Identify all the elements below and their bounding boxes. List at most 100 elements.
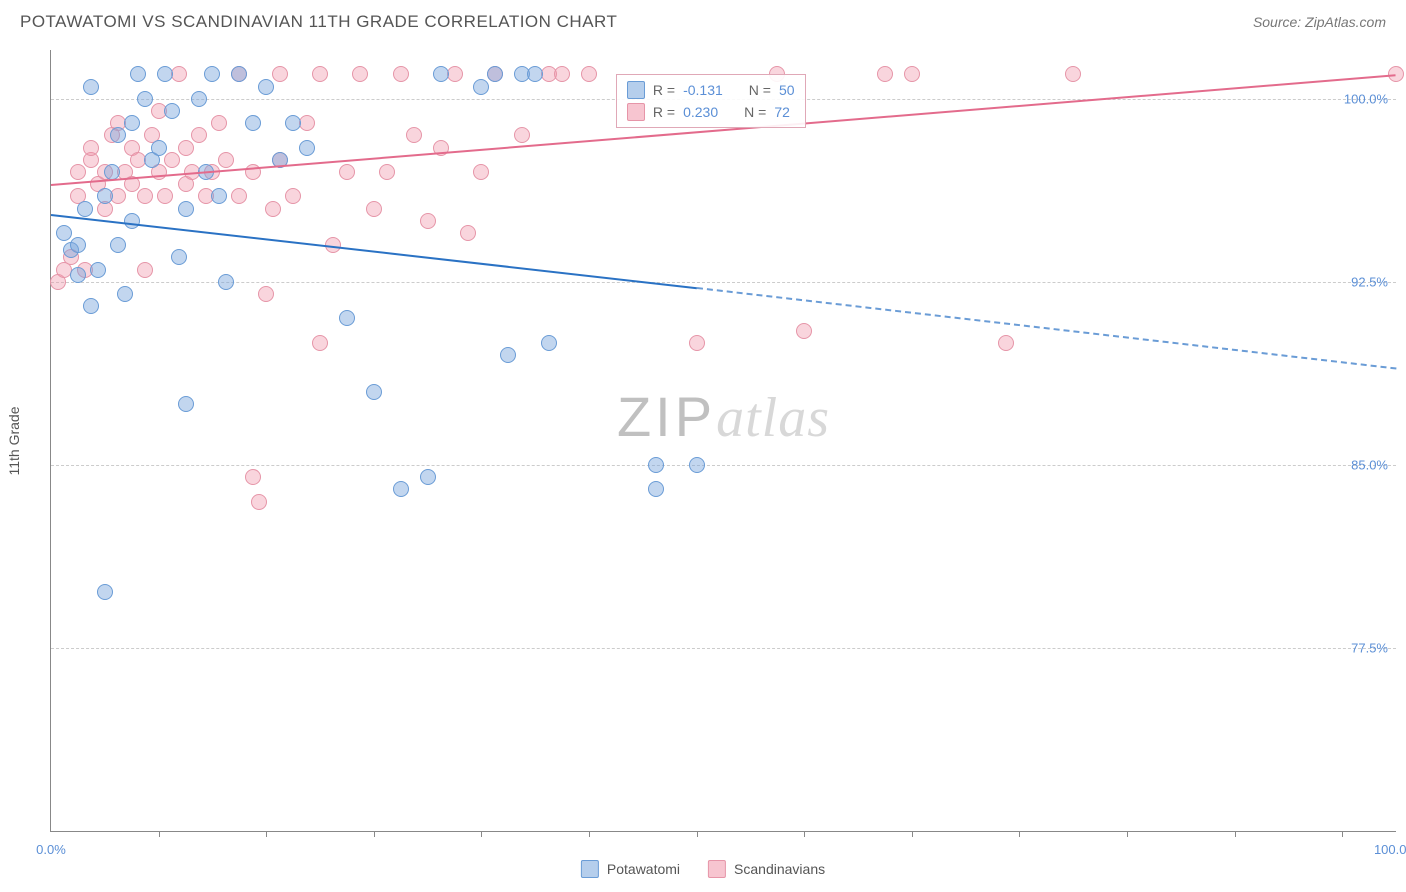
scatter-point (285, 188, 301, 204)
watermark: ZIPatlas (617, 384, 830, 450)
r-value: 0.230 (683, 104, 718, 120)
legend-swatch (708, 860, 726, 878)
y-axis-label: 11th Grade (6, 406, 22, 475)
scatter-point (877, 66, 893, 82)
scatter-point (178, 201, 194, 217)
legend-item: Scandinavians (708, 860, 825, 878)
scatter-point (527, 66, 543, 82)
scatter-point (110, 127, 126, 143)
scatter-point (352, 66, 368, 82)
scatter-point (258, 286, 274, 302)
scatter-point (648, 481, 664, 497)
legend-swatch (581, 860, 599, 878)
scatter-point (70, 164, 86, 180)
scatter-point (366, 384, 382, 400)
legend: Potawatomi Scandinavians (581, 860, 825, 878)
scatter-point (393, 66, 409, 82)
scatter-point (178, 140, 194, 156)
scatter-point (258, 79, 274, 95)
scatter-point (124, 213, 140, 229)
scatter-point (90, 262, 106, 278)
scatter-point (245, 115, 261, 131)
scatter-point (171, 249, 187, 265)
stats-row: R =0.230N =72 (627, 101, 795, 123)
scatter-point (541, 335, 557, 351)
chart-area: 11th Grade ZIPatlas 77.5%85.0%92.5%100.0… (50, 50, 1396, 832)
scatter-point (83, 140, 99, 156)
scatter-point (500, 347, 516, 363)
x-tick-label: 0.0% (36, 842, 66, 857)
scatter-point (130, 66, 146, 82)
scatter-point (97, 584, 113, 600)
scatter-point (460, 225, 476, 241)
r-label: R = (653, 104, 675, 120)
n-label: N = (749, 82, 771, 98)
scatter-point (110, 237, 126, 253)
scatter-point (211, 188, 227, 204)
scatter-point (554, 66, 570, 82)
scatter-point (420, 469, 436, 485)
scatter-point (77, 201, 93, 217)
legend-swatch (627, 81, 645, 99)
scatter-point (211, 115, 227, 131)
x-tick (697, 831, 698, 837)
x-tick (1019, 831, 1020, 837)
scatter-point (245, 469, 261, 485)
scatter-point (157, 188, 173, 204)
legend-swatch (627, 103, 645, 121)
scatter-point (231, 188, 247, 204)
scatter-point (312, 66, 328, 82)
x-tick (481, 831, 482, 837)
legend-item: Potawatomi (581, 860, 680, 878)
x-tick (1235, 831, 1236, 837)
scatter-point (689, 335, 705, 351)
scatter-point (285, 115, 301, 131)
scatter-point (487, 66, 503, 82)
scatter-point (164, 103, 180, 119)
trend-line (51, 214, 697, 289)
x-tick (1342, 831, 1343, 837)
scatter-point (83, 79, 99, 95)
scatter-point (178, 396, 194, 412)
legend-label: Potawatomi (607, 861, 680, 877)
n-label: N = (744, 104, 766, 120)
scatter-point (473, 79, 489, 95)
scatter-point (218, 152, 234, 168)
x-tick (159, 831, 160, 837)
x-tick-label: 100.0% (1374, 842, 1406, 857)
x-tick (804, 831, 805, 837)
x-tick (912, 831, 913, 837)
scatter-point (83, 298, 99, 314)
scatter-point (265, 201, 281, 217)
y-tick-label: 85.0% (1351, 457, 1388, 472)
scatter-point (648, 457, 664, 473)
scatter-point (689, 457, 705, 473)
scatter-point (406, 127, 422, 143)
scatter-point (514, 127, 530, 143)
plot-region: ZIPatlas 77.5%85.0%92.5%100.0%0.0%100.0%… (50, 50, 1396, 832)
source-attribution: Source: ZipAtlas.com (1253, 14, 1386, 30)
stats-box: R =-0.131N =50R =0.230N =72 (616, 74, 806, 128)
r-label: R = (653, 82, 675, 98)
legend-label: Scandinavians (734, 861, 825, 877)
scatter-point (204, 66, 220, 82)
scatter-point (299, 140, 315, 156)
scatter-point (998, 335, 1014, 351)
scatter-point (164, 152, 180, 168)
r-value: -0.131 (683, 82, 723, 98)
scatter-point (117, 286, 133, 302)
scatter-point (339, 310, 355, 326)
gridline (51, 465, 1396, 466)
scatter-point (312, 335, 328, 351)
scatter-point (124, 115, 140, 131)
scatter-point (191, 127, 207, 143)
scatter-point (137, 91, 153, 107)
stats-row: R =-0.131N =50 (627, 79, 795, 101)
scatter-point (191, 91, 207, 107)
scatter-point (473, 164, 489, 180)
scatter-point (904, 66, 920, 82)
scatter-point (393, 481, 409, 497)
gridline (51, 648, 1396, 649)
scatter-point (70, 237, 86, 253)
gridline (51, 282, 1396, 283)
